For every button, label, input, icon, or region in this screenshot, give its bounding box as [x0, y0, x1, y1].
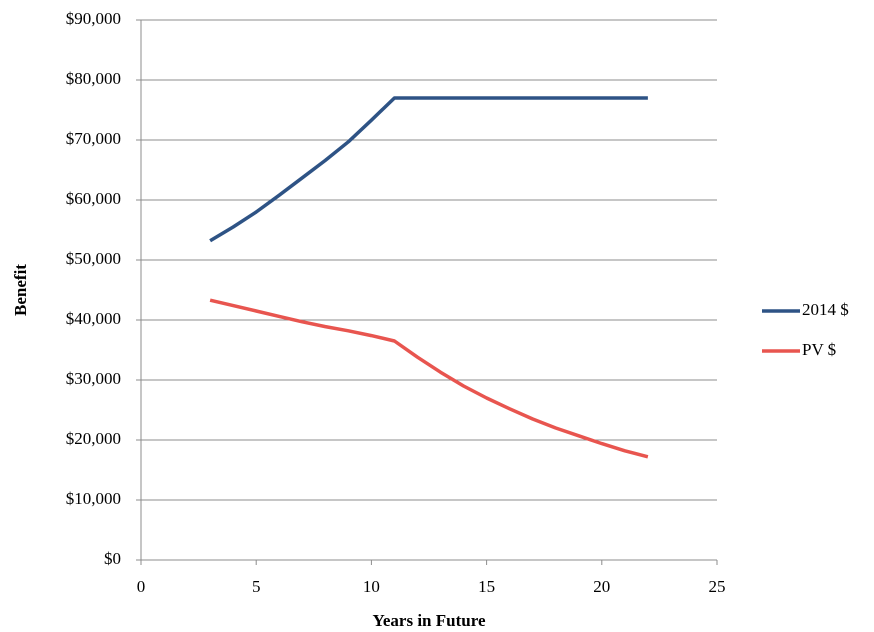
x-tick-label: 10 — [363, 577, 380, 596]
y-tick-label: $30,000 — [66, 369, 121, 388]
y-tick-label: $70,000 — [66, 129, 121, 148]
x-tick-label: 5 — [252, 577, 261, 596]
y-axis-title: Benefit — [11, 264, 30, 316]
y-tick-label: $60,000 — [66, 189, 121, 208]
series-line — [209, 96, 648, 243]
y-tick-label: $10,000 — [66, 489, 121, 508]
series-line — [209, 298, 649, 459]
y-tick-label: $50,000 — [66, 249, 121, 268]
x-axis-title: Years in Future — [372, 611, 485, 630]
x-tick-label: 20 — [593, 577, 610, 596]
y-tick-label: $40,000 — [66, 309, 121, 328]
y-tick-label: $20,000 — [66, 429, 121, 448]
y-tick-label: $80,000 — [66, 69, 121, 88]
legend-label: PV $ — [802, 340, 836, 359]
y-tick-label: $90,000 — [66, 9, 121, 28]
y-tick-label: $0 — [104, 549, 121, 568]
x-tick-label: 15 — [478, 577, 495, 596]
x-tick-label: 25 — [709, 577, 726, 596]
legend-label: 2014 $ — [802, 300, 849, 319]
x-tick-label: 0 — [137, 577, 146, 596]
